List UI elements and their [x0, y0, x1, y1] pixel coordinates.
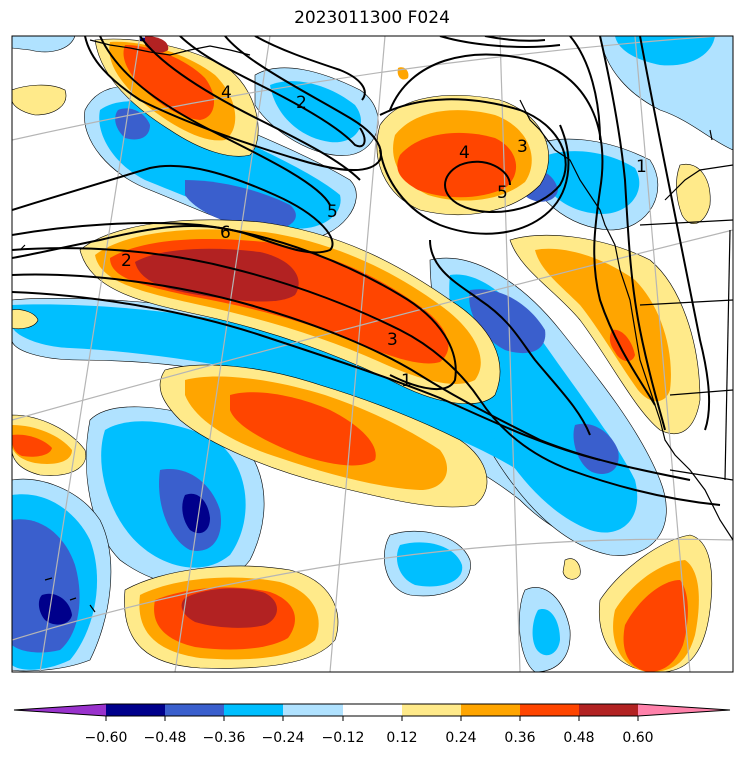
- colorbar-tick-label: 0.48: [563, 730, 594, 746]
- contour-label: 2: [121, 251, 132, 271]
- contour-label: 4: [459, 143, 470, 163]
- shaded-anomaly-fields: [12, 36, 733, 672]
- contour-label: 3: [517, 137, 528, 157]
- colorbar: −0.60 −0.48 −0.36 −0.24 −0.12 0.12 0.24 …: [13, 703, 731, 746]
- shade-negative-mid: [532, 609, 560, 656]
- colorbar-tick-label: −0.36: [203, 730, 246, 746]
- contour-labels: 4 2 5 6 2 3 1 4 3 5 1: [121, 83, 647, 391]
- contour-label: 3: [387, 330, 398, 350]
- graticule-lines: [12, 36, 733, 672]
- colorbar-tick-labels: −0.60 −0.48 −0.36 −0.24 −0.12 0.12 0.24 …: [85, 730, 654, 746]
- colorbar-bin: [224, 704, 283, 716]
- contour-label: 5: [497, 183, 508, 203]
- shade-negative-mid: [396, 542, 463, 587]
- map-canvas: 4 2 5 6 2 3 1 4 3 5 1: [12, 36, 733, 672]
- shade-negative-max: [182, 493, 210, 534]
- colorbar-bin: [579, 704, 638, 716]
- contour-label: 1: [636, 157, 647, 177]
- colorbar-tick-label: 0.60: [622, 730, 653, 746]
- shade-positive-strong: [623, 580, 688, 672]
- shade-negative-mid: [270, 81, 361, 143]
- shade-negative-light: [12, 36, 76, 53]
- shade-positive-light: [562, 558, 581, 580]
- colorbar-extend-high: [638, 704, 730, 716]
- shade-negative-max: [38, 593, 72, 625]
- colorbar-tick-label: −0.60: [85, 730, 128, 746]
- map-title: 2023011300 F024: [294, 8, 450, 28]
- colorbar-tick-label: −0.24: [262, 730, 305, 746]
- contour-label: 6: [220, 223, 231, 243]
- colorbar-extend-low: [14, 704, 106, 716]
- colorbar-tick-label: 0.36: [504, 730, 535, 746]
- shade-positive-light: [12, 84, 67, 116]
- contour-label: 2: [296, 93, 307, 113]
- colorbar-tick-label: −0.12: [322, 730, 365, 746]
- colorbar-tick-label: 0.24: [445, 730, 476, 746]
- colorbar-ticks: [105, 716, 639, 721]
- map-frame: [11, 35, 734, 673]
- colorbar-bin: [402, 704, 461, 716]
- shade-positive-strong: [397, 132, 517, 198]
- height-contours: [12, 36, 721, 506]
- colorbar-bin: [520, 704, 579, 716]
- contour-label: 5: [327, 202, 338, 222]
- colorbar-tick-label: −0.48: [144, 730, 187, 746]
- colorbar-bin: [343, 704, 402, 716]
- colorbar-tick-label: 0.12: [386, 730, 417, 746]
- shade-negative-mid: [615, 36, 715, 66]
- shade-negative-light: [599, 36, 733, 151]
- shade-positive-mid: [535, 248, 671, 402]
- shade-positive-strong: [230, 392, 376, 466]
- shade-positive-strong: [12, 434, 52, 457]
- colorbar-bin: [165, 704, 224, 716]
- shade-positive-strong: [123, 45, 215, 120]
- colorbar-bin: [461, 704, 520, 716]
- shade-negative-mid: [535, 151, 640, 215]
- shade-negative-strong: [185, 180, 296, 231]
- colorbar-bin: [106, 704, 165, 716]
- shade-positive-light: [12, 309, 39, 330]
- shade-positive-mid: [397, 67, 409, 80]
- contour-label: 1: [401, 371, 412, 391]
- contour-label: 4: [221, 83, 232, 103]
- colorbar-bin: [283, 704, 343, 716]
- shade-positive-max: [181, 588, 278, 628]
